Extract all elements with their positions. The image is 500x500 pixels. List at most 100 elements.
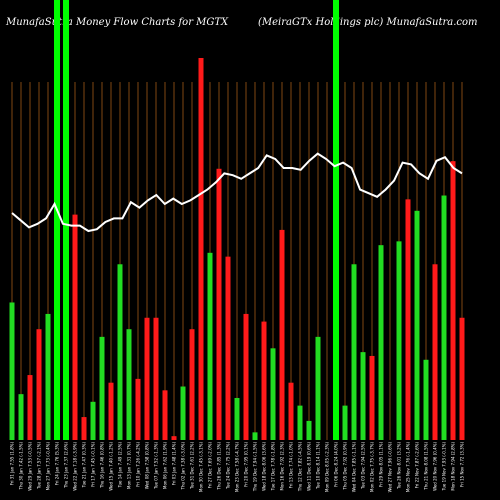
- x-tick-label: Thu 26 Dec 7.85 (1.3%): [217, 442, 222, 491]
- x-tick-label: Fri 24 Jan 7.76 (5.3%): [55, 442, 60, 486]
- bar: [297, 405, 303, 440]
- bar: [234, 397, 240, 440]
- bar: [405, 199, 411, 440]
- bar: [351, 264, 357, 440]
- x-tick-label: Tue 31 Dec 7.61 (2.2%): [190, 442, 195, 490]
- bar: [9, 302, 15, 440]
- bar: [261, 321, 267, 440]
- x-tick-label: Fri 06 Dec 8.24 (4.0%): [334, 442, 339, 487]
- x-tick-label: Thu 19 Dec 7.94 (-1.5%): [253, 442, 258, 493]
- price-line: [11, 152, 463, 233]
- chart-title: MunafaSutra Money Flow Charts for MGTX: [5, 17, 229, 28]
- x-tick-label: Tue 03 Dec 7.94 (2.5%): [361, 442, 366, 490]
- x-tick-label: Wed 22 Jan 7.18 (-3.9%): [73, 442, 78, 491]
- x-tick-label: Wed 11 Dec 8.19 (0.6%): [307, 442, 312, 491]
- bar: [162, 390, 168, 440]
- x-tick-label: Fri 29 Nov 8.05 (1.1%): [379, 442, 384, 487]
- bar: [252, 432, 258, 440]
- x-tick-label: Fri 10 Jan 7.26 (-4.2%): [136, 442, 141, 487]
- bar: [126, 329, 132, 440]
- bar: [99, 336, 105, 440]
- bar: [81, 417, 87, 440]
- x-tick-label: Tue 19 Nov 7.93 (-0.1%): [442, 442, 447, 492]
- bar: [270, 348, 276, 440]
- x-tick-label: Fri 20 Dec 7.95 (0.1%): [244, 442, 249, 487]
- bar: [153, 317, 159, 440]
- bar: [216, 168, 222, 440]
- x-tick-label: Fri 27 Dec 7.69 (-2.0%): [208, 442, 213, 489]
- bar: [180, 386, 186, 440]
- x-tick-label: Wed 04 Dec 7.85 (-1.1%): [352, 442, 357, 493]
- x-tick-label: Mon 13 Jan 7.31 (0.7%): [127, 442, 132, 489]
- x-tick-label: Fri 15 Nov 7.72 (3.3%): [460, 442, 465, 487]
- bar: [144, 317, 150, 440]
- x-tick-label: Mon 30 Dec 7.45 (-3.1%): [199, 442, 204, 492]
- x-tick-label: Mon 06 Jan 7.62 (1.9%): [163, 442, 168, 489]
- x-tick-label: Tue 28 Jan 7.57 (-2.1%): [37, 442, 42, 490]
- x-tick-label: Fri 17 Jan 7.45 (-0.1%): [91, 442, 96, 487]
- x-tick-label: Wed 29 Jan 7.53 (-0.5%): [28, 442, 33, 491]
- bar: [288, 382, 294, 440]
- x-tick-label: Fri 31 Jan 7.55 (1.8%): [10, 442, 15, 486]
- bar: [90, 401, 96, 440]
- bar: [225, 256, 231, 440]
- x-tick-label: Mon 23 Dec 7.58 (-4.7%): [235, 442, 240, 492]
- bar: [306, 420, 312, 440]
- bar: [135, 378, 141, 440]
- x-tick-label: Thu 23 Jan 7.37 (2.6%): [64, 442, 69, 489]
- bar: [117, 264, 123, 440]
- bar: [396, 241, 402, 440]
- x-tick-label: Wed 18 Dec 8.06 (3.6%): [262, 442, 267, 491]
- x-tick-label: Mon 16 Dec 7.92 (2.3%): [280, 442, 285, 491]
- x-tick-label: Mon 02 Dec 7.75 (-3.7%): [370, 442, 375, 492]
- bar: [36, 329, 42, 440]
- bar: [72, 214, 78, 440]
- bar: [279, 229, 285, 440]
- bar: [243, 313, 249, 440]
- bar: [369, 355, 375, 440]
- x-tick-label: Tue 26 Nov 8.01 (3.2%): [397, 442, 402, 490]
- x-tick-labels: Fri 31 Jan 7.55 (1.8%) Thu 30 Jan 7.42 (-…: [10, 442, 465, 493]
- bar: [54, 0, 60, 440]
- x-tick-label: Tue 10 Dec 8.14 (1.1%): [316, 442, 321, 490]
- x-tick-label: Tue 07 Jan 7.52 (-1.3%): [154, 442, 159, 490]
- bar: [189, 329, 195, 440]
- bar: [441, 195, 447, 440]
- x-tick-label: Tue 14 Jan 7.49 (2.5%): [118, 442, 123, 489]
- x-tick-label: Fri 22 Nov 7.87 (-2.6%): [415, 442, 420, 489]
- bar: [207, 252, 213, 440]
- bar: [18, 394, 24, 440]
- x-tick-label: Fri 03 Jan 7.48 (1.4%): [172, 442, 177, 486]
- x-tick-label: Thu 12 Dec 7.82 (-4.5%): [298, 442, 303, 493]
- x-tick-label: Wed 27 Nov 7.96 (-0.6%): [388, 442, 393, 493]
- bar: [171, 436, 177, 440]
- x-tick-label: Thu 30 Jan 7.42 (-1.5%): [19, 442, 24, 491]
- x-tick-label: Thu 05 Dec 7.92 (0.9%): [343, 442, 348, 491]
- bar: [423, 359, 429, 440]
- x-tick-label: Thu 02 Jan 7.38 (-3.0%): [181, 442, 186, 491]
- bar: [198, 58, 204, 440]
- x-tick-label: Mon 09 Dec 8.05 (-2.3%): [325, 442, 330, 492]
- bar: [342, 405, 348, 440]
- bars: [9, 0, 465, 440]
- bar: [459, 317, 465, 440]
- bar: [315, 336, 321, 440]
- bar: [108, 382, 114, 440]
- bar: [414, 210, 420, 440]
- x-tick-label: Tue 21 Jan 7.47 (0.3%): [82, 442, 87, 489]
- bar: [63, 0, 69, 440]
- bar: [450, 161, 456, 440]
- x-tick-label: Thu 16 Jan 7.46 (0.8%): [100, 442, 105, 489]
- bar: [45, 313, 51, 440]
- bar: [432, 264, 438, 440]
- x-tick-label: Wed 08 Jan 7.58 (0.8%): [145, 442, 150, 490]
- x-tick-label: Mon 25 Nov 7.76 (-1.4%): [406, 442, 411, 492]
- x-tick-label: Tue 24 Dec 7.75 (2.2%): [226, 442, 231, 490]
- x-tick-label: Thu 21 Nov 8.08 (1.5%): [424, 442, 429, 491]
- bar: [360, 352, 366, 440]
- bar: [378, 245, 384, 440]
- x-tick-label: Tue 17 Dec 7.78 (-1.8%): [271, 442, 276, 492]
- x-tick-label: Wed 15 Jan 7.40 (-1.2%): [109, 442, 114, 491]
- bar: [333, 0, 339, 440]
